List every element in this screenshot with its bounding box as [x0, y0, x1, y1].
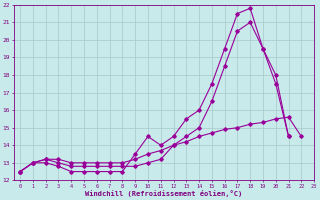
X-axis label: Windchill (Refroidissement éolien,°C): Windchill (Refroidissement éolien,°C)	[85, 190, 243, 197]
